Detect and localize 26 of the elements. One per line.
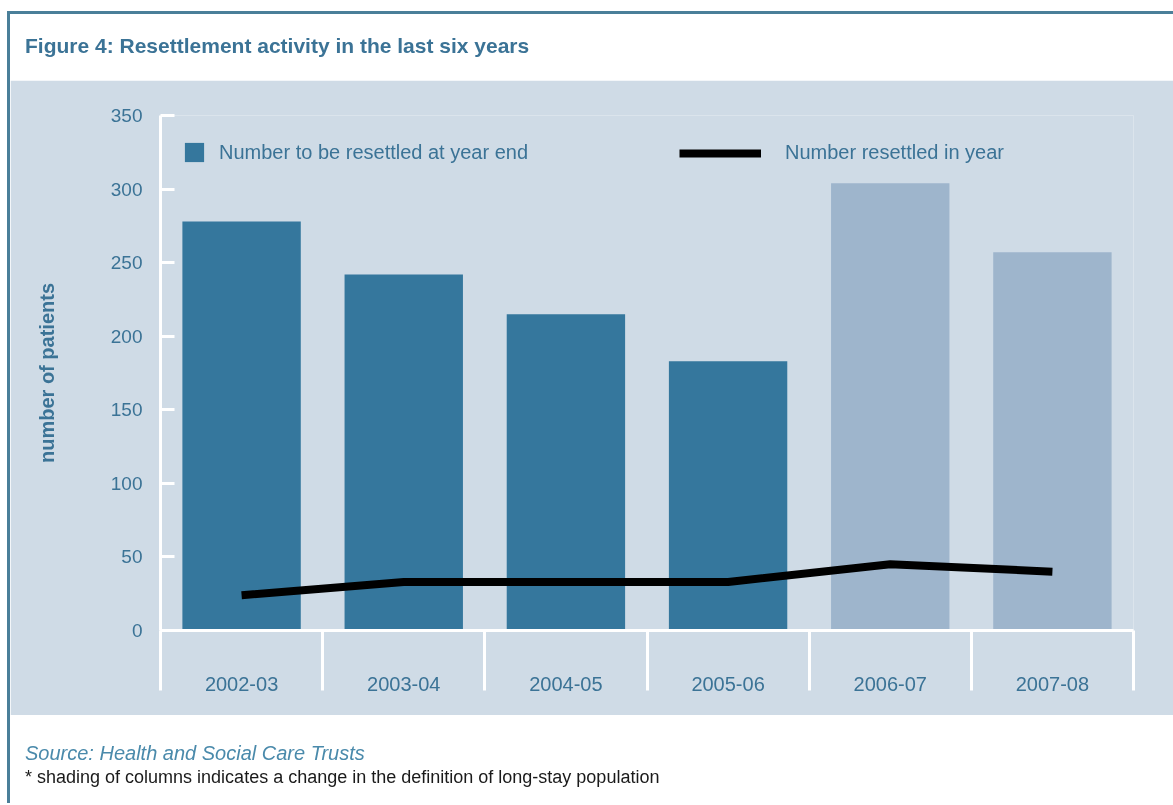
legend-label: Number resettled in year: [785, 141, 1004, 164]
y-tick-label: 150: [110, 399, 143, 421]
x-tick-label: 2005-06: [691, 672, 765, 695]
text: * shading of columns indicates a change in the definition of long-stay population: [24, 766, 660, 789]
x-tick-label: 2004-05: [529, 672, 603, 695]
x-tick-label: 2002-03: [204, 672, 279, 695]
y-axis-title: number of patients: [35, 282, 58, 463]
x-tick-label: 2003-04: [367, 672, 441, 695]
x-tick-label: 2007-08: [1015, 672, 1090, 695]
x-tick-label: 2006-07: [853, 672, 927, 695]
bar: [344, 274, 463, 631]
y-tick-label: 250: [110, 252, 143, 274]
y-tick-label: 100: [110, 472, 143, 494]
bar: [993, 252, 1112, 631]
chart-title: Figure 4: Resettlement activity in the last six years: [24, 33, 530, 59]
bar: [182, 221, 301, 631]
bar: [506, 314, 626, 631]
y-tick-label: 0: [131, 620, 143, 641]
legend-label: Number to be resettled at year end: [219, 140, 529, 164]
y-tick-label: 350: [110, 105, 143, 126]
y-tick-label: 300: [110, 178, 143, 200]
bar: [668, 361, 788, 631]
y-tick-label: 200: [110, 325, 143, 347]
y-tick-label: 50: [121, 546, 143, 568]
source-note: Source: Health and Social Care Trusts: [24, 741, 365, 766]
bar: [831, 183, 950, 631]
